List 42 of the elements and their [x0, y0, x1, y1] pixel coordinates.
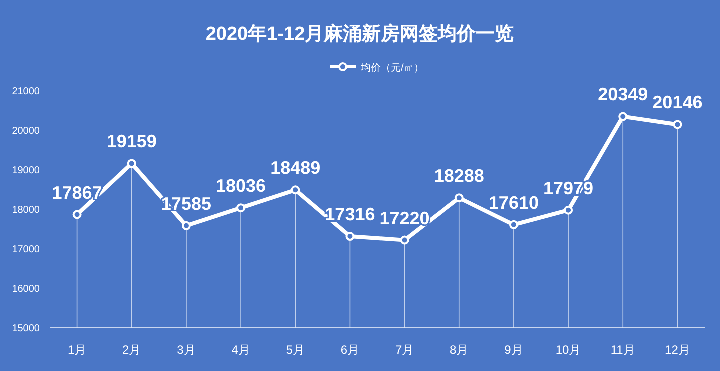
x-tick-label: 2月	[122, 343, 142, 357]
data-label: 17610	[488, 192, 539, 213]
y-tick-label: 17000	[12, 244, 40, 256]
y-tick-label: 15000	[12, 324, 40, 334]
x-tick-label: 6月	[340, 343, 360, 357]
y-tick-label: 16000	[12, 284, 40, 295]
data-label: 18288	[434, 166, 484, 186]
x-tick-label: 11月	[610, 343, 636, 357]
x-tick-label: 1月	[68, 343, 87, 357]
x-tick-label: 9月	[504, 343, 524, 357]
data-label: 20349	[598, 84, 648, 105]
data-label: 20146	[652, 92, 703, 113]
point	[400, 236, 410, 245]
y-tick-label: 20000	[12, 126, 40, 137]
y-tick-label: 18000	[12, 205, 40, 216]
chart-title: 2020年1-12月麻涌新房网签均价一览	[206, 23, 514, 45]
y-tick-label: 19000	[12, 166, 40, 176]
x-tick-label: 8月	[450, 343, 469, 357]
data-label: 17220	[380, 208, 430, 228]
x-tick-label: 4月	[232, 343, 250, 357]
x-tick-label: 3月	[177, 343, 196, 357]
point	[618, 112, 628, 122]
point	[72, 210, 82, 220]
point	[182, 221, 191, 230]
point	[291, 186, 300, 195]
x-tick-label: 5月	[286, 343, 305, 357]
point	[236, 204, 246, 213]
data-label: 17316	[325, 204, 376, 225]
data-label: 18036	[216, 176, 266, 196]
point	[564, 206, 574, 215]
point	[673, 120, 682, 130]
x-tick-label: 10月	[556, 343, 582, 357]
y-tick-label: 21000	[12, 86, 40, 98]
data-label: 19159	[106, 132, 157, 152]
point	[346, 232, 355, 242]
x-tick-label: 7月	[395, 343, 414, 357]
data-label: 18489	[270, 158, 321, 178]
point	[127, 159, 136, 168]
legend-label: 均价（元/㎡）	[360, 62, 424, 74]
point	[509, 220, 518, 230]
x-tick-label: 12月	[665, 343, 690, 357]
point	[454, 194, 464, 203]
